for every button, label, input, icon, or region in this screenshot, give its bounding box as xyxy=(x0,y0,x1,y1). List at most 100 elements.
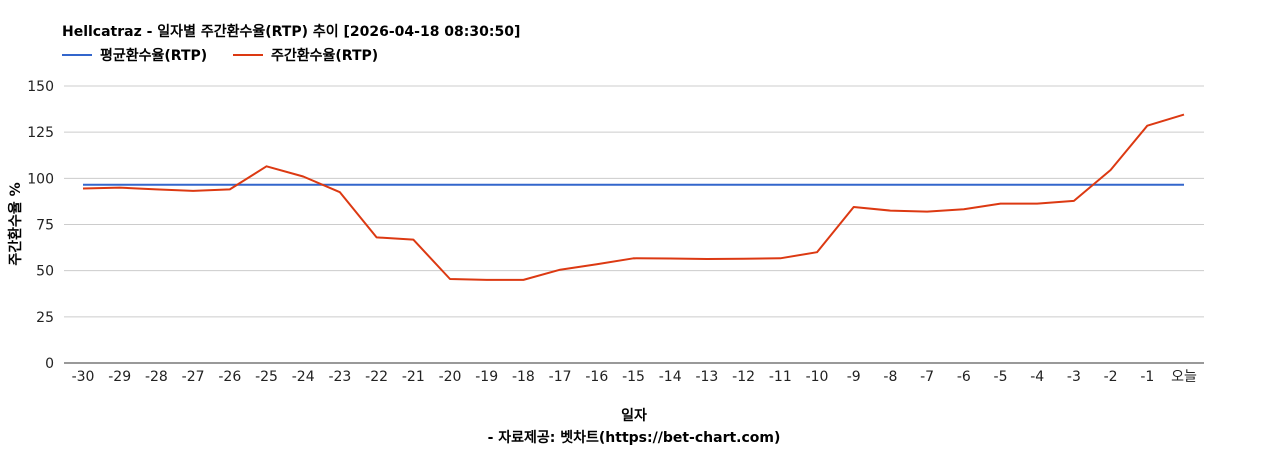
data-point[interactable] xyxy=(557,182,563,188)
data-point[interactable] xyxy=(594,261,600,267)
data-point[interactable] xyxy=(153,186,159,192)
data-point[interactable] xyxy=(704,182,710,188)
data-point[interactable] xyxy=(777,255,783,261)
data-point[interactable] xyxy=(851,182,857,188)
x-tick-label: -29 xyxy=(108,369,131,385)
x-tick-label: -30 xyxy=(72,369,95,385)
x-tick-label: -21 xyxy=(402,369,425,385)
data-point[interactable] xyxy=(1034,201,1040,207)
x-tick-label: -25 xyxy=(255,369,278,385)
y-tick-label: 75 xyxy=(36,218,54,234)
gridlines xyxy=(64,85,1204,364)
data-point[interactable] xyxy=(484,182,490,188)
x-axis-ticks: -30 -29 -28 -27 -26 -25 -24 -23 -22 -21 -20 -19 -18-… xyxy=(72,369,1197,385)
x-tick-label: -10 xyxy=(806,369,829,385)
data-point[interactable] xyxy=(117,185,123,191)
data-point[interactable] xyxy=(631,255,637,261)
y-axis-ticks: 0 25 50 75 100 125 150 xyxy=(27,79,54,372)
plot-area xyxy=(80,112,1187,283)
data-point[interactable] xyxy=(520,182,526,188)
data-point[interactable] xyxy=(1144,182,1150,188)
data-point[interactable] xyxy=(447,182,453,188)
data-point[interactable] xyxy=(667,255,673,261)
data-point[interactable] xyxy=(961,206,967,212)
data-point[interactable] xyxy=(264,163,270,169)
y-tick-label: 100 xyxy=(27,171,54,187)
data-point[interactable] xyxy=(337,189,343,195)
x-tick-label: -7 xyxy=(920,369,934,385)
data-point[interactable] xyxy=(814,249,820,255)
x-tick-label: -4 xyxy=(1030,369,1044,385)
y-tick-label: 50 xyxy=(36,264,54,280)
x-tick-label: -8 xyxy=(883,369,897,385)
x-tick-label: -3 xyxy=(1067,369,1081,385)
x-tick-label: -13 xyxy=(695,369,718,385)
data-point[interactable] xyxy=(887,182,893,188)
data-point[interactable] xyxy=(1071,182,1077,188)
x-tick-label: -15 xyxy=(622,369,645,385)
x-tick-label: -5 xyxy=(994,369,1008,385)
data-point[interactable] xyxy=(887,208,893,214)
x-tick-label: -20 xyxy=(439,369,462,385)
data-point[interactable] xyxy=(410,182,416,188)
data-point[interactable] xyxy=(190,188,196,194)
data-point[interactable] xyxy=(520,277,526,283)
data-point[interactable] xyxy=(667,182,673,188)
data-point[interactable] xyxy=(300,182,306,188)
data-point[interactable] xyxy=(374,182,380,188)
x-tick-label: -19 xyxy=(475,369,498,385)
x-tick-label: -23 xyxy=(328,369,351,385)
data-point[interactable] xyxy=(1034,182,1040,188)
data-point[interactable] xyxy=(814,182,820,188)
chart-title: Hellcatraz - 일자별 주간환수율(RTP) 추이 [2026-04-… xyxy=(62,23,520,40)
data-point[interactable] xyxy=(1181,112,1187,118)
data-point[interactable] xyxy=(227,186,233,192)
data-point[interactable] xyxy=(374,234,380,240)
y-axis-title: 주간환수율 % xyxy=(7,182,24,265)
x-tick-label: -6 xyxy=(957,369,971,385)
data-point[interactable] xyxy=(264,182,270,188)
legend-label-weekly: 주간환수율(RTP) xyxy=(271,47,378,64)
y-tick-label: 150 xyxy=(27,79,54,95)
legend-label-average: 평균환수율(RTP) xyxy=(100,47,207,64)
data-point[interactable] xyxy=(190,182,196,188)
data-point[interactable] xyxy=(777,182,783,188)
data-point[interactable] xyxy=(704,256,710,262)
data-point[interactable] xyxy=(924,182,930,188)
data-point[interactable] xyxy=(961,182,967,188)
data-point[interactable] xyxy=(998,201,1004,207)
x-tick-label: -22 xyxy=(365,369,388,385)
x-tick-label: -14 xyxy=(659,369,682,385)
data-point[interactable] xyxy=(1144,123,1150,129)
data-point[interactable] xyxy=(300,173,306,179)
data-point[interactable] xyxy=(484,277,490,283)
data-point[interactable] xyxy=(1108,182,1114,188)
source-credit: - 자료제공: 벳차트(https://bet-chart.com) xyxy=(488,429,781,446)
data-point[interactable] xyxy=(410,237,416,243)
x-tick-label: -11 xyxy=(769,369,792,385)
data-point[interactable] xyxy=(447,276,453,282)
x-tick-label: -24 xyxy=(292,369,315,385)
data-point[interactable] xyxy=(924,209,930,215)
x-tick-label: 오늘 xyxy=(1171,369,1197,385)
x-tick-label: -12 xyxy=(732,369,755,385)
x-tick-label: -2 xyxy=(1104,369,1118,385)
data-point[interactable] xyxy=(1071,198,1077,204)
data-point[interactable] xyxy=(1108,167,1114,173)
data-point[interactable] xyxy=(1181,182,1187,188)
data-point[interactable] xyxy=(557,267,563,273)
x-tick-label: -9 xyxy=(847,369,861,385)
data-point[interactable] xyxy=(741,256,747,262)
series-line-weekly xyxy=(82,113,1185,281)
y-tick-label: 0 xyxy=(45,356,54,372)
y-tick-label: 25 xyxy=(36,310,54,326)
data-point[interactable] xyxy=(851,204,857,210)
data-point[interactable] xyxy=(337,182,343,188)
data-point[interactable] xyxy=(741,182,747,188)
data-point[interactable] xyxy=(998,182,1004,188)
x-axis-title: 일자 xyxy=(621,408,647,424)
data-point[interactable] xyxy=(80,185,86,191)
data-point[interactable] xyxy=(631,182,637,188)
data-point[interactable] xyxy=(594,182,600,188)
